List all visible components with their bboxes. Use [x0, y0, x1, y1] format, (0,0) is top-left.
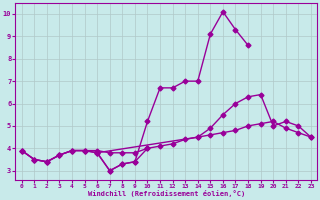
X-axis label: Windchill (Refroidissement éolien,°C): Windchill (Refroidissement éolien,°C)	[88, 190, 245, 197]
